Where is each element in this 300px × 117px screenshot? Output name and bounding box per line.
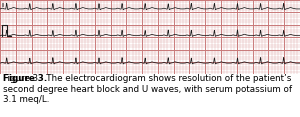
Text: Figure 3.  The electrocardiogram shows resolution of the patient’s second degree: Figure 3. The electrocardiogram shows re… [3, 74, 292, 104]
Text: II: II [2, 3, 4, 8]
Text: Figure 3.: Figure 3. [3, 74, 47, 83]
